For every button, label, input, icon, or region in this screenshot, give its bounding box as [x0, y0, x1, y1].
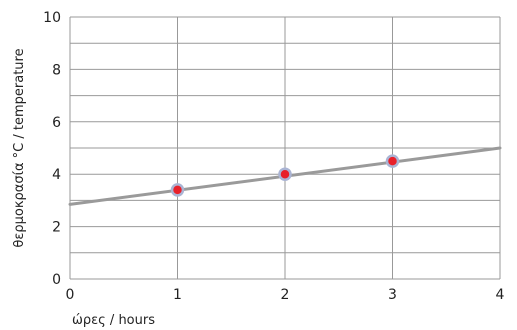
y-tick-label: 2 — [52, 220, 61, 236]
y-tick-label: 6 — [52, 115, 61, 131]
data-point — [385, 154, 400, 168]
data-point — [278, 167, 292, 181]
y-tick-label: 4 — [52, 167, 61, 183]
data-point — [170, 183, 185, 197]
x-tick-label: 3 — [388, 287, 397, 303]
data-series — [68, 146, 502, 206]
x-tick-label: 1 — [173, 287, 182, 303]
grid — [69, 16, 501, 280]
x-axis-title: ώρες / hours — [72, 313, 155, 328]
x-tick-label: 0 — [66, 287, 75, 303]
x-tick-label: 4 — [496, 287, 505, 303]
y-tick-label: 0 — [52, 272, 61, 288]
y-tick-label: 8 — [52, 62, 61, 78]
y-axis-title: θερμοκρασία °C / temperature — [12, 48, 27, 247]
y-tick-label: 10 — [43, 10, 61, 26]
tick-labels: 0 2 4 6 8 10 0 1 2 3 4 — [43, 10, 504, 303]
x-tick-label: 2 — [281, 287, 290, 303]
